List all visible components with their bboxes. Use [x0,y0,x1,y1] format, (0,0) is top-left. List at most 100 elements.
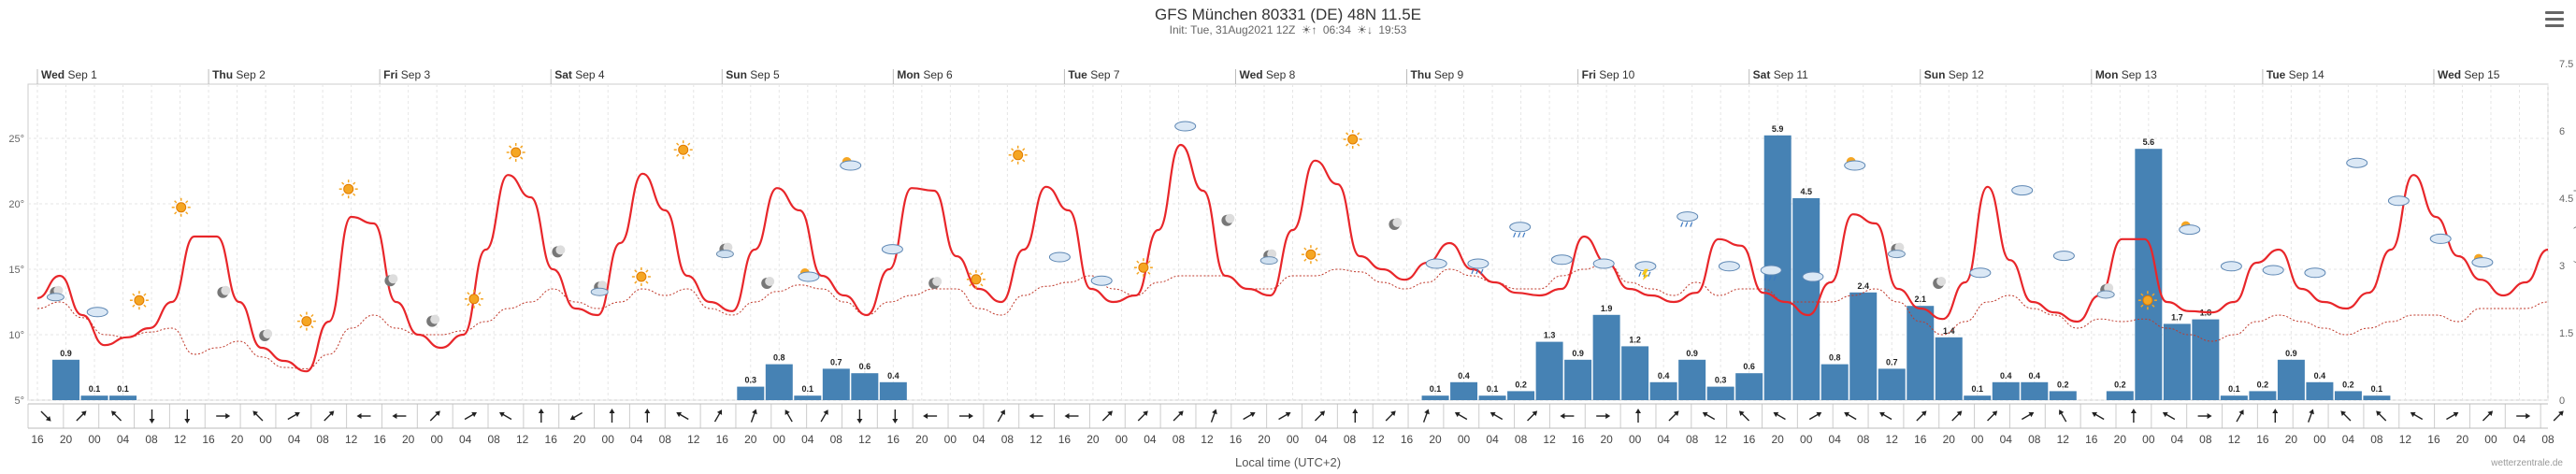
cloud-icon [2346,157,2368,168]
precip-label: 0.9 [2285,349,2297,358]
precip-bar [2135,149,2163,400]
wind-arrow-icon [2162,411,2176,421]
hour-tick-label: 08 [2541,433,2554,446]
sunrise-icon: ☀↑ [1301,23,1317,36]
precip-label: 0.1 [89,384,101,394]
moon-icon [384,274,398,287]
moon-icon [761,277,775,289]
precip-bar [765,364,793,400]
hour-tick-label: 20 [2114,433,2127,446]
hour-tick-label: 08 [830,433,843,446]
precip-bar [1706,386,1734,400]
wind-arrow-icon [216,413,231,419]
wind-arrow-icon [287,411,300,421]
wind-arrow-icon [609,409,615,423]
precip-label: 0.1 [1487,384,1499,394]
precip-label: 0.8 [1829,353,1841,363]
day-date: Sep 15 [2461,68,2500,81]
wind-arrow-icon [76,410,87,422]
hour-tick-label: 00 [88,433,101,446]
wind-arrow-icon [2516,413,2531,419]
wind-arrow-icon [2340,410,2352,422]
day-dow: Mon [2095,68,2119,81]
temperature-line [36,143,2549,373]
precip-bar [1735,373,1763,400]
precip-label: 0.4 [2314,371,2326,381]
precip-label: 0.1 [2371,384,2383,394]
wind-arrow-icon [1773,411,1786,421]
day-label: Wed Sep 1 [41,68,97,81]
hour-tick-label: 00 [773,433,786,446]
day-date: Sep 6 [920,68,953,81]
sun-icon [1133,258,1153,278]
day-label: Sun Sep 5 [726,68,780,81]
wind-arrow-icon [40,410,51,422]
hour-tick-label: 00 [1287,433,1300,446]
sun-icon [631,267,651,286]
precip-bar [1820,364,1849,400]
cloud-icon [2220,261,2242,272]
precip-tick-label: 1.5 [2559,328,2573,339]
wind-arrow-icon [820,409,828,423]
cloud-icon [1090,275,1113,286]
precip-bar [851,373,879,400]
precip-label: 1.9 [1601,304,1613,313]
precip-tick-label: 4.5 [2559,194,2573,205]
rain-icon [1677,211,1699,227]
hour-tick-label: 20 [60,433,73,446]
wind-arrow-icon [1029,413,1043,419]
hour-tick-label: 04 [2342,433,2355,446]
hour-tick-label: 00 [1458,433,1471,446]
hour-tick-label: 12 [516,433,529,446]
cloud-icon [2052,251,2075,262]
precip-label: 2.4 [1857,281,1869,291]
day-label: Mon Sep 6 [897,68,953,81]
hour-tick-label: 04 [117,433,130,446]
hour-tick-label: 08 [1515,433,1528,446]
day-dow: Wed [2438,68,2461,81]
hour-tick-label: 00 [1115,433,1129,446]
hour-tick-label: 20 [1943,433,1956,446]
precip-label: 1.3 [1544,331,1556,340]
wind-arrow-icon [784,409,793,423]
hour-tick-label: 00 [1971,433,1984,446]
precip-bar [1450,381,1478,400]
precip-bar [1564,359,1592,400]
precip-bar [1849,292,1878,400]
cloud-icon [1969,267,1992,279]
hour-tick-label: 12 [1201,433,1214,446]
hour-tick-label: 08 [2028,433,2041,446]
hour-tick-label: 20 [1600,433,1613,446]
precip-label: 0.3 [745,376,757,385]
day-dow: Tue [1068,68,1087,81]
cloud-icon [1802,271,1824,282]
hour-tick-label: 20 [573,433,586,446]
hour-tick-label: 20 [744,433,757,446]
day-dow: Sat [1753,68,1771,81]
day-date: Sep 11 [1770,68,1808,81]
sun-icon [171,197,191,217]
hour-tick-label: 08 [659,433,672,446]
precip-bar [1878,368,1906,400]
day-label: Wed Sep 15 [2438,68,2500,81]
precip-label: 1.7 [2171,312,2183,322]
day-label: Wed Sep 8 [1239,68,1295,81]
hour-tick-label: 04 [1486,433,1499,446]
hour-tick-label: 08 [316,433,329,446]
hour-tick-label: 12 [687,433,700,446]
precip-bar [2306,381,2334,400]
cloud-icon [1592,258,1615,269]
day-label: Sat Sep 4 [554,68,605,81]
cloud-icon [2429,233,2452,244]
wind-arrow-icon [856,409,863,424]
hour-tick-label: 00 [259,433,272,446]
menu-icon[interactable] [2545,11,2564,31]
hour-tick-label: 20 [2456,433,2469,446]
dewpoint-line [36,262,2549,369]
day-dow: Wed [1239,68,1262,81]
sun-icon [1301,245,1320,265]
day-date: Sep 9 [1432,68,1464,81]
hour-tick-label: 08 [1001,433,1015,446]
precip-label: 1.2 [1629,335,1641,344]
wind-arrow-icon [1352,409,1359,423]
